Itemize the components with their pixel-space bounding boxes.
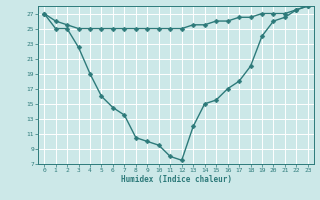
X-axis label: Humidex (Indice chaleur): Humidex (Indice chaleur)	[121, 175, 231, 184]
